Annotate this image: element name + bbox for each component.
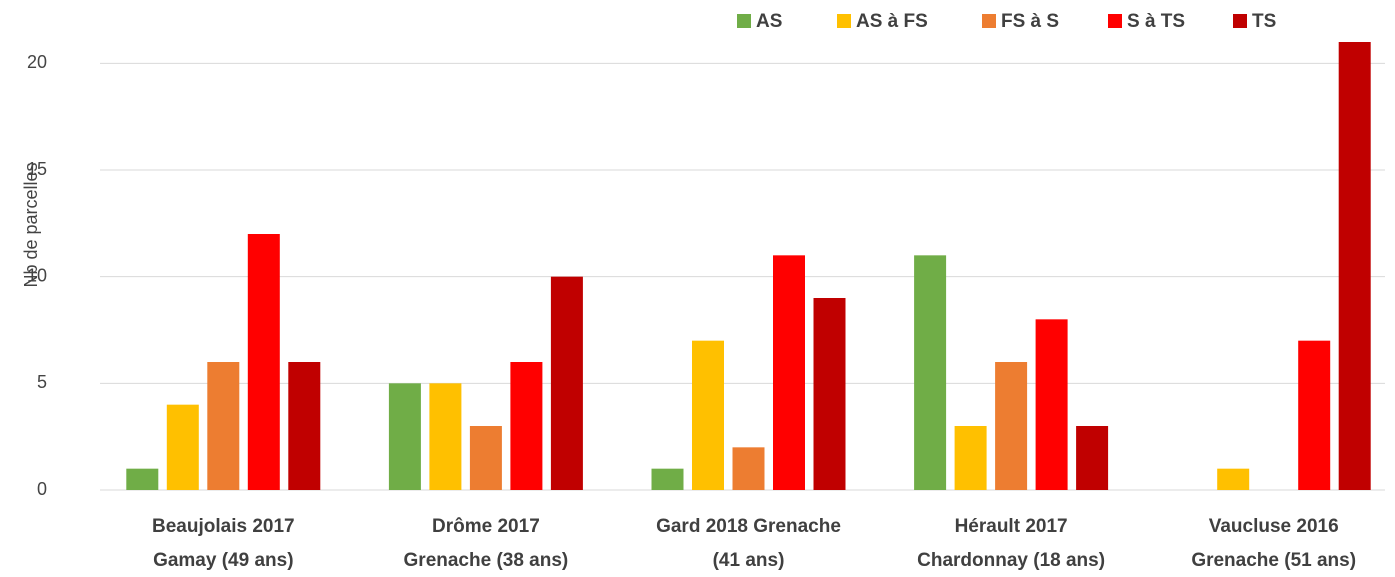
legend-label: AS bbox=[756, 11, 782, 32]
y-tick-label: 15 bbox=[27, 159, 47, 179]
bar bbox=[651, 468, 684, 490]
legend-swatch bbox=[1233, 14, 1247, 28]
legend-swatch bbox=[1108, 14, 1122, 28]
bar bbox=[1076, 426, 1109, 490]
y-tick-label: 0 bbox=[37, 479, 47, 499]
bar bbox=[1338, 42, 1371, 490]
x-tick-label: Beaujolais 2017 bbox=[152, 516, 295, 537]
legend-swatch bbox=[837, 14, 851, 28]
bar bbox=[1217, 468, 1250, 490]
legend-label: S à TS bbox=[1127, 11, 1185, 32]
bar bbox=[288, 362, 321, 490]
bar bbox=[1298, 340, 1331, 490]
x-tick-label: Drôme 2017 bbox=[432, 516, 540, 537]
bar bbox=[995, 362, 1028, 490]
bar bbox=[166, 404, 199, 490]
x-tick-label: Gamay (49 ans) bbox=[153, 550, 293, 571]
legend-swatch bbox=[982, 14, 996, 28]
bar bbox=[692, 340, 724, 490]
legend-label: FS à S bbox=[1001, 11, 1059, 32]
bar bbox=[1035, 319, 1068, 490]
bar bbox=[207, 362, 240, 490]
bar bbox=[429, 383, 462, 490]
bar bbox=[469, 426, 502, 490]
bar bbox=[126, 468, 159, 490]
y-axis-label: Nb de parcelles bbox=[21, 162, 41, 287]
bar bbox=[247, 234, 280, 490]
x-tick-label: Chardonnay (18 ans) bbox=[917, 550, 1105, 571]
bar bbox=[510, 362, 543, 490]
bar bbox=[388, 383, 421, 490]
x-tick-label: Grenache (38 ans) bbox=[404, 550, 569, 571]
legend-swatch bbox=[737, 14, 751, 28]
x-tick-label: Vaucluse 2016 bbox=[1209, 516, 1339, 537]
x-tick-label: Hérault 2017 bbox=[955, 516, 1068, 537]
bar bbox=[732, 447, 765, 490]
bar bbox=[550, 276, 583, 490]
bar bbox=[773, 255, 805, 490]
y-tick-label: 10 bbox=[27, 265, 47, 285]
x-tick-label: Gard 2018 Grenache bbox=[656, 516, 841, 537]
legend-label: AS à FS bbox=[856, 11, 928, 32]
bar bbox=[954, 426, 987, 490]
x-tick-label: (41 ans) bbox=[713, 550, 785, 571]
y-tick-label: 5 bbox=[37, 372, 47, 392]
bar bbox=[813, 298, 846, 490]
legend-label: TS bbox=[1252, 11, 1276, 32]
x-tick-label: Grenache (51 ans) bbox=[1191, 550, 1356, 571]
bar bbox=[914, 255, 947, 490]
y-tick-label: 20 bbox=[27, 52, 47, 72]
